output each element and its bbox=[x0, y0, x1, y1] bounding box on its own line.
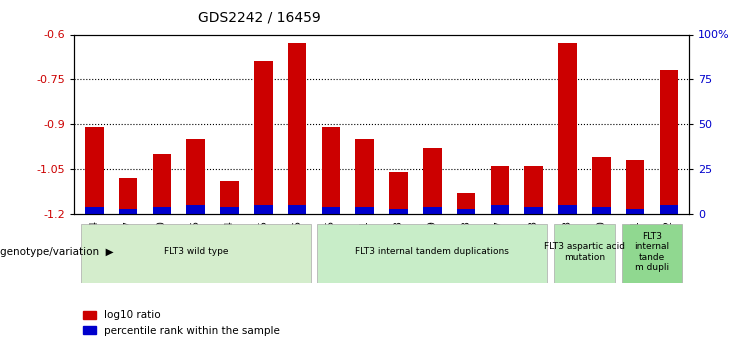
Bar bbox=[220, 181, 239, 214]
Bar bbox=[254, 61, 273, 214]
Bar bbox=[322, 207, 340, 214]
Bar bbox=[456, 208, 476, 214]
Bar bbox=[659, 205, 678, 214]
Text: FLT3 aspartic acid
mutation: FLT3 aspartic acid mutation bbox=[544, 242, 625, 262]
Bar bbox=[423, 148, 442, 214]
Bar bbox=[254, 205, 273, 214]
Text: FLT3
internal
tande
m dupli: FLT3 internal tande m dupli bbox=[634, 232, 670, 272]
Bar bbox=[592, 157, 611, 214]
Bar bbox=[456, 193, 476, 214]
Text: genotype/variation  ▶: genotype/variation ▶ bbox=[0, 247, 113, 257]
FancyBboxPatch shape bbox=[317, 224, 547, 283]
Bar bbox=[119, 208, 138, 214]
Legend: log10 ratio, percentile rank within the sample: log10 ratio, percentile rank within the … bbox=[79, 306, 285, 340]
Text: FLT3 internal tandem duplications: FLT3 internal tandem duplications bbox=[356, 247, 509, 256]
Bar bbox=[491, 205, 509, 214]
Bar bbox=[153, 207, 171, 214]
Bar bbox=[491, 166, 509, 214]
Text: GDS2242 / 16459: GDS2242 / 16459 bbox=[198, 10, 321, 24]
Bar bbox=[659, 70, 678, 214]
Bar bbox=[558, 205, 576, 214]
Bar bbox=[625, 160, 645, 214]
Bar bbox=[625, 208, 645, 214]
Bar bbox=[356, 207, 374, 214]
FancyBboxPatch shape bbox=[81, 224, 310, 283]
Bar bbox=[119, 178, 138, 214]
Bar bbox=[85, 127, 104, 214]
Text: FLT3 wild type: FLT3 wild type bbox=[164, 247, 228, 256]
Bar bbox=[525, 207, 543, 214]
FancyBboxPatch shape bbox=[622, 224, 682, 283]
FancyBboxPatch shape bbox=[554, 224, 615, 283]
Bar bbox=[389, 208, 408, 214]
Bar bbox=[187, 205, 205, 214]
Bar bbox=[525, 166, 543, 214]
Bar bbox=[85, 207, 104, 214]
Bar bbox=[389, 172, 408, 214]
Bar bbox=[288, 205, 307, 214]
Bar bbox=[187, 139, 205, 214]
Bar bbox=[288, 43, 307, 214]
Bar bbox=[592, 207, 611, 214]
Bar bbox=[153, 154, 171, 214]
Bar bbox=[558, 43, 576, 214]
Bar bbox=[423, 207, 442, 214]
Bar bbox=[220, 207, 239, 214]
Bar bbox=[356, 139, 374, 214]
Bar bbox=[322, 127, 340, 214]
